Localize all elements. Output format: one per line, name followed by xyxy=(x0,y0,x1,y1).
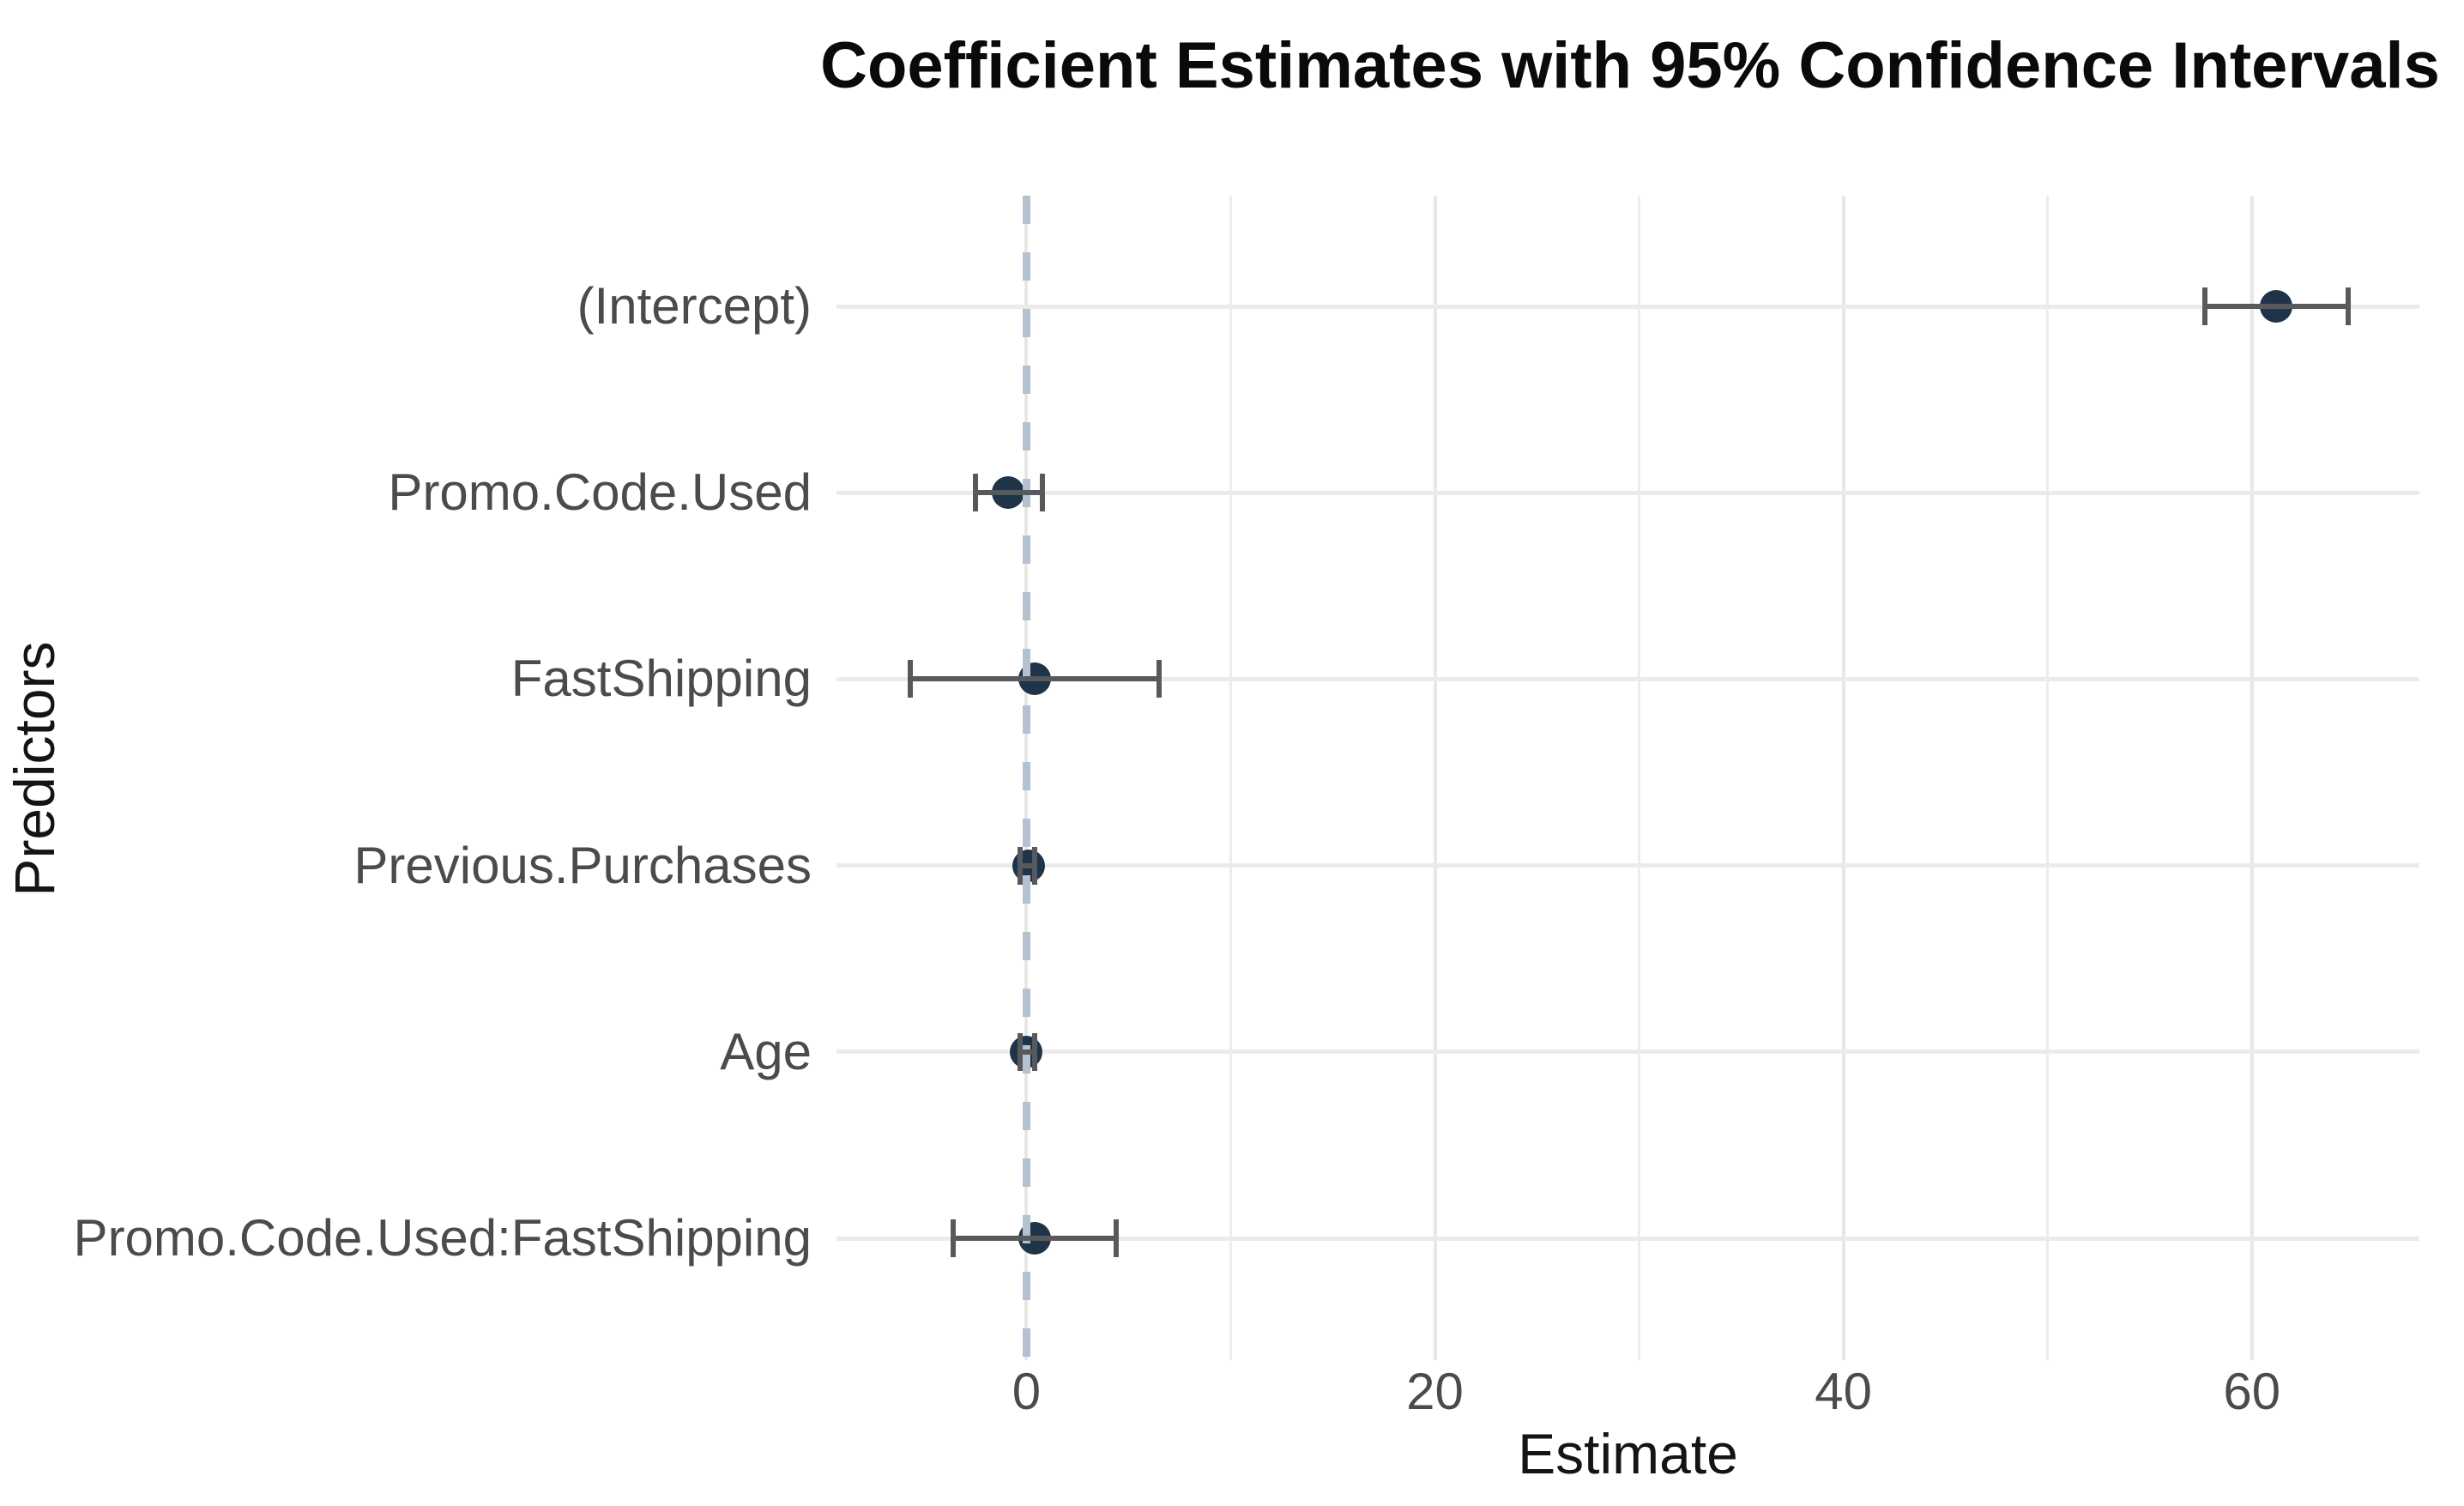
row-gridline xyxy=(836,676,2419,681)
row-gridline xyxy=(836,1236,2419,1241)
chart-title: Coefficient Estimates with 95% Confidenc… xyxy=(820,29,2440,102)
row-gridline xyxy=(836,1049,2419,1055)
minor-gridline-x xyxy=(1638,196,1641,1360)
major-gridline-x xyxy=(2250,196,2254,1360)
y-axis-label: (Intercept) xyxy=(577,277,812,335)
ci-bar xyxy=(2205,304,2348,309)
x-axis-title: Estimate xyxy=(1518,1422,1738,1485)
x-axis-tick-label: 20 xyxy=(1406,1363,1464,1420)
minor-gridline-x xyxy=(2046,196,2050,1360)
ci-cap-left xyxy=(1018,846,1024,885)
y-axis-label: FastShipping xyxy=(510,650,812,708)
ci-cap-right xyxy=(1157,660,1163,699)
ci-cap-left xyxy=(907,660,913,699)
x-axis-tick-label: 40 xyxy=(1815,1363,1873,1420)
ci-cap-left xyxy=(2202,287,2208,325)
ci-bar xyxy=(1020,862,1035,868)
ci-bar xyxy=(952,1236,1117,1241)
row-gridline xyxy=(836,304,2419,309)
ci-cap-left xyxy=(1018,1032,1024,1071)
ci-cap-left xyxy=(972,474,978,512)
ci-cap-left xyxy=(950,1219,956,1257)
ci-cap-right xyxy=(1114,1219,1120,1257)
ci-cap-right xyxy=(1040,474,1046,512)
zero-reference-line xyxy=(1022,196,1030,1360)
ci-bar xyxy=(1020,1049,1035,1055)
ci-cap-right xyxy=(2345,287,2351,325)
y-axis-label: Promo.Code.Used:FastShipping xyxy=(73,1209,812,1267)
x-axis-tick-label: 60 xyxy=(2223,1363,2281,1420)
major-gridline-x xyxy=(1433,196,1437,1360)
y-axis-label: Previous.Purchases xyxy=(353,836,812,894)
y-axis-label: Promo.Code.Used xyxy=(388,463,812,522)
minor-gridline-x xyxy=(1229,196,1232,1360)
major-gridline-x xyxy=(1841,196,1845,1360)
ci-cap-right xyxy=(1031,1032,1037,1071)
y-axis-title: Predictors xyxy=(3,641,66,897)
ci-bar xyxy=(909,676,1160,682)
ci-cap-right xyxy=(1031,846,1037,885)
y-axis-label: Age xyxy=(720,1022,812,1080)
row-gridline xyxy=(836,863,2419,868)
row-gridline xyxy=(836,490,2419,495)
ci-bar xyxy=(975,490,1043,496)
x-axis-tick-label: 0 xyxy=(1012,1363,1042,1420)
